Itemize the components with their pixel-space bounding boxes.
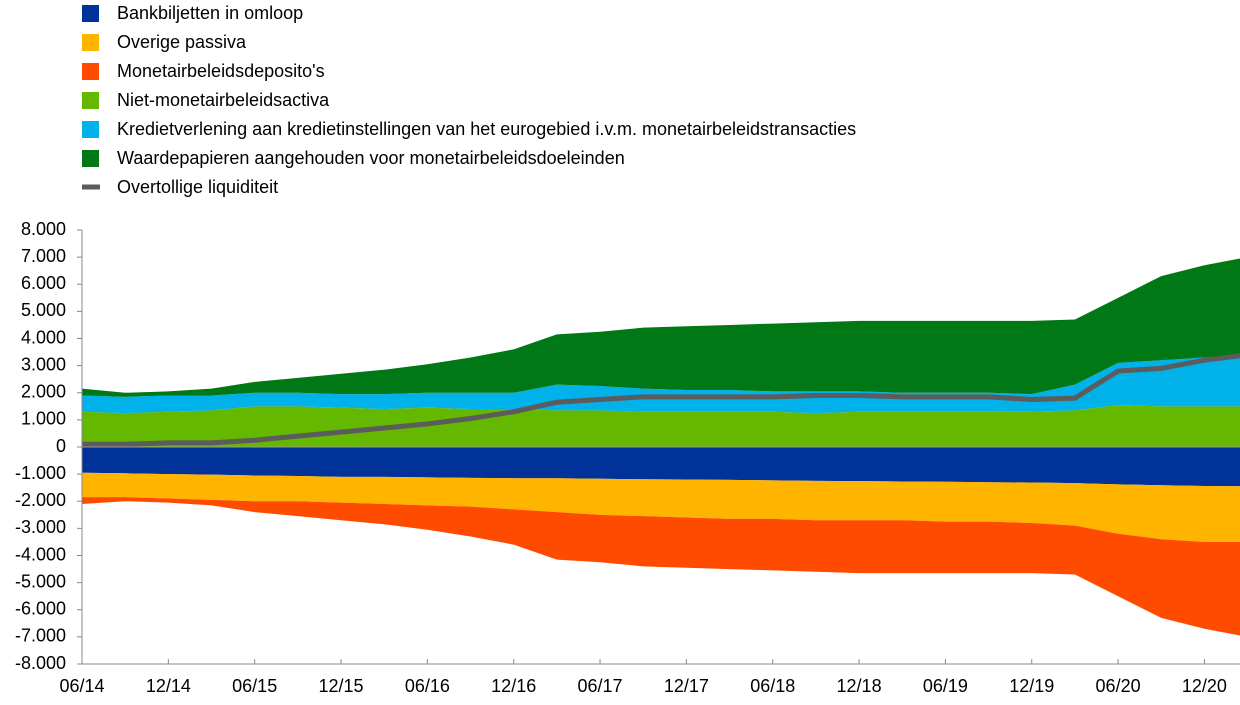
y-tick-label: -1.000 bbox=[15, 463, 66, 483]
y-tick-label: 2.000 bbox=[21, 382, 66, 402]
y-tick-label: 7.000 bbox=[21, 246, 66, 266]
legend-label: Kredietverlening aan kredietinstellingen… bbox=[117, 119, 856, 139]
legend-label: Monetairbeleidsdeposito's bbox=[117, 61, 325, 81]
area bbox=[82, 404, 1240, 447]
x-tick-label: 12/16 bbox=[491, 676, 536, 696]
x-tick-label: 12/14 bbox=[146, 676, 191, 696]
x-tick-label: 06/19 bbox=[923, 676, 968, 696]
legend-swatch bbox=[82, 34, 99, 51]
y-tick-label: -7.000 bbox=[15, 626, 66, 646]
x-tick-label: 06/20 bbox=[1096, 676, 1141, 696]
x-tick-label: 12/20 bbox=[1182, 676, 1227, 696]
y-tick-label: 3.000 bbox=[21, 354, 66, 374]
x-tick-label: 12/18 bbox=[837, 676, 882, 696]
area bbox=[82, 497, 1240, 636]
y-tick-label: -4.000 bbox=[15, 544, 66, 564]
x-tick-label: 12/19 bbox=[1009, 676, 1054, 696]
y-tick-label: -8.000 bbox=[15, 653, 66, 673]
y-tick-label: -3.000 bbox=[15, 517, 66, 537]
area bbox=[82, 447, 1240, 487]
legend-swatch bbox=[82, 150, 99, 167]
legend-swatch bbox=[82, 63, 99, 80]
legend-label: Bankbiljetten in omloop bbox=[117, 3, 303, 23]
y-tick-label: 4.000 bbox=[21, 327, 66, 347]
x-tick-label: 06/17 bbox=[578, 676, 623, 696]
y-tick-label: -2.000 bbox=[15, 490, 66, 510]
y-tick-label: 0 bbox=[56, 436, 66, 456]
x-tick-label: 06/18 bbox=[750, 676, 795, 696]
area bbox=[82, 472, 1240, 542]
x-tick-label: 06/15 bbox=[232, 676, 277, 696]
y-tick-label: 5.000 bbox=[21, 300, 66, 320]
legend-label: Niet-monetairbeleidsactiva bbox=[117, 90, 330, 110]
area bbox=[82, 258, 1240, 397]
line bbox=[82, 353, 1240, 447]
legend-swatch bbox=[82, 92, 99, 109]
legend-label: Overtollige liquiditeit bbox=[117, 177, 278, 197]
x-tick-label: 06/16 bbox=[405, 676, 450, 696]
y-tick-label: -5.000 bbox=[15, 571, 66, 591]
y-tick-label: 8.000 bbox=[21, 219, 66, 239]
legend-label: Overige passiva bbox=[117, 32, 247, 52]
y-tick-label: -6.000 bbox=[15, 599, 66, 619]
x-tick-label: 12/15 bbox=[318, 676, 363, 696]
x-tick-label: 12/17 bbox=[664, 676, 709, 696]
legend-swatch bbox=[82, 5, 99, 22]
legend-label: Waardepapieren aangehouden voor monetair… bbox=[117, 148, 625, 168]
x-tick-label: 06/14 bbox=[59, 676, 104, 696]
y-tick-label: 6.000 bbox=[21, 273, 66, 293]
legend-swatch bbox=[82, 121, 99, 138]
y-tick-label: 1.000 bbox=[21, 409, 66, 429]
